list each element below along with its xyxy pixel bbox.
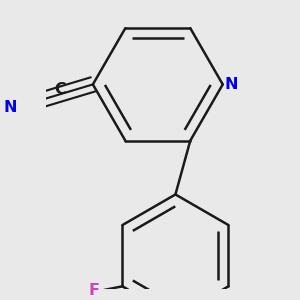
Text: N: N <box>224 77 238 92</box>
Text: F: F <box>88 283 99 298</box>
Text: C: C <box>54 82 66 98</box>
Text: N: N <box>3 100 16 115</box>
